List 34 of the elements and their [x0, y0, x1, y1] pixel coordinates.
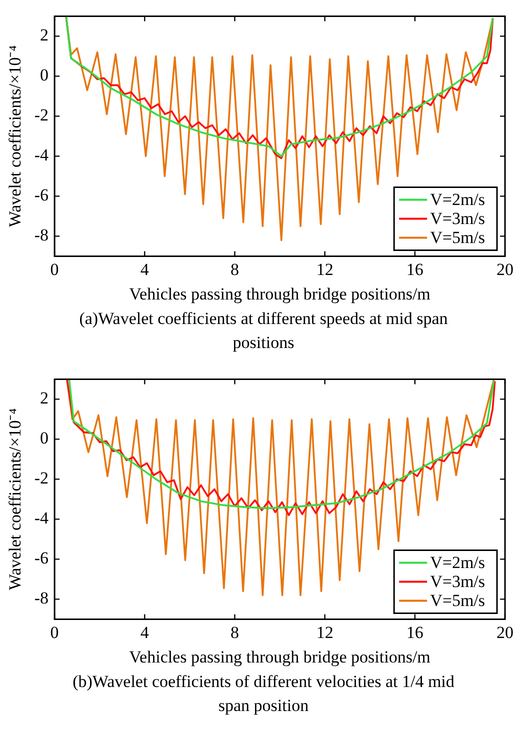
y-tick-label: -6 [34, 548, 49, 568]
x-axis-title: Vehicles passing through bridge positions/m [129, 647, 430, 666]
y-axis-title: Wavelet coefficients/×10⁻⁴ [6, 408, 25, 590]
y-tick-label: 0 [40, 428, 49, 448]
legend-label: V=3m/s [430, 572, 486, 592]
x-tick-label: 8 [230, 260, 239, 279]
x-tick-label: 8 [230, 622, 239, 642]
legend-label: V=2m/s [430, 553, 486, 572]
legend-label: V=2m/s [430, 190, 486, 210]
x-tick-label: 16 [406, 622, 424, 642]
y-tick-label: -6 [34, 186, 49, 205]
y-axis-title: Wavelet coefficients/×10⁻⁴ [6, 45, 25, 228]
text: (a)Wavelet coefficients at different speeds at mid span positions [78, 308, 449, 354]
x-tick-label: 20 [496, 260, 514, 279]
y-tick-label: -4 [34, 508, 50, 528]
y-tick-label: -8 [34, 588, 49, 608]
y-tick-label: -8 [34, 226, 49, 245]
y-tick-label: 0 [40, 66, 49, 85]
legend-label: V=5m/s [430, 591, 486, 610]
x-tick-label: 16 [406, 260, 424, 279]
x-tick-label: 12 [316, 260, 334, 279]
y-tick-label: -2 [34, 468, 49, 488]
y-tick-label: -2 [34, 106, 49, 125]
legend-label: V=3m/s [430, 209, 486, 228]
legend-label: V=5m/s [430, 228, 486, 248]
x-tick-label: 4 [140, 260, 150, 279]
y-tick-label: -4 [34, 146, 50, 165]
y-tick-label: 2 [40, 26, 49, 45]
x-tick-label: 4 [140, 622, 150, 642]
x-tick-label: 12 [316, 622, 334, 642]
y-tick-label: 2 [40, 388, 49, 408]
x-tick-label: 20 [496, 622, 514, 642]
x-axis-title: Vehicles passing through bridge positions/m [129, 284, 430, 304]
text: (b)Wavelet coefficients of different velocities at 1/4 mid span position [72, 671, 456, 717]
